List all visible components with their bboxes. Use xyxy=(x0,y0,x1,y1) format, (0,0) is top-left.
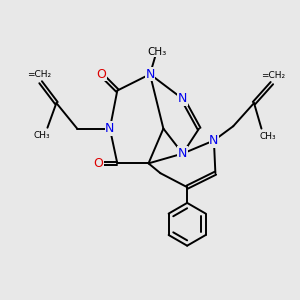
Text: =CH₂: =CH₂ xyxy=(27,70,51,79)
Text: N: N xyxy=(209,134,219,147)
Text: =CH₂: =CH₂ xyxy=(261,70,285,80)
Text: N: N xyxy=(145,68,155,81)
Text: CH₃: CH₃ xyxy=(259,132,276,141)
Text: CH₃: CH₃ xyxy=(33,131,50,140)
Text: O: O xyxy=(93,157,103,170)
Text: O: O xyxy=(96,68,106,81)
Text: N: N xyxy=(105,122,115,135)
Text: CH₃: CH₃ xyxy=(147,47,166,57)
Text: N: N xyxy=(178,92,188,105)
Text: N: N xyxy=(178,147,188,160)
